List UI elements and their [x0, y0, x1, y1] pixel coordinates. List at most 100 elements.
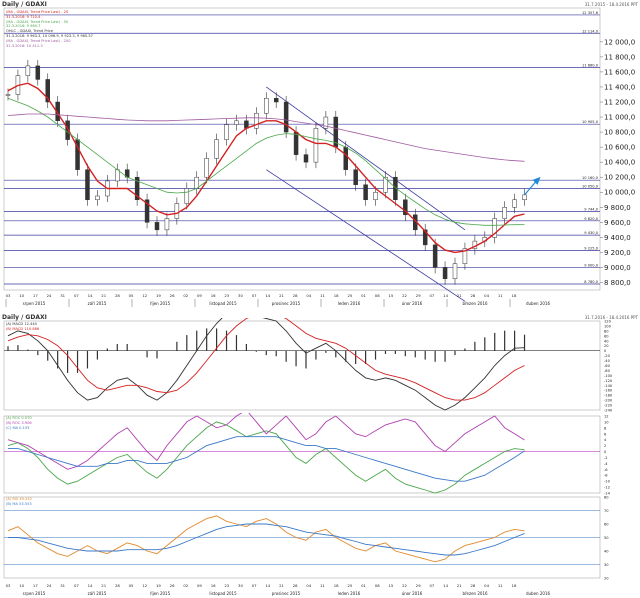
- month-label: září 2015: [88, 591, 107, 596]
- series-line: [7, 421, 525, 494]
- month-label: březen 2016: [462, 591, 488, 596]
- y-tick-label: 0: [604, 349, 607, 353]
- y-tick-label: -12: [604, 486, 610, 490]
- candle-body: [353, 169, 358, 185]
- legend-entry: 31.3.2016: 9 963.3, 10 096.9, 9 923.3, 9…: [6, 33, 93, 38]
- candle-body: [234, 120, 239, 125]
- y-tick-label: -14: [604, 492, 611, 496]
- candle-body: [194, 176, 199, 189]
- price-chart[interactable]: 12 357,6 12 114,0 11 660,0 10 905,0 10 160,0…: [0, 0, 640, 310]
- candle-body: [373, 191, 378, 201]
- month-label: únor 2016: [402, 591, 423, 596]
- month-label: leden 2016: [338, 591, 361, 596]
- series-line: [7, 413, 525, 470]
- x-tick-label: 07: [252, 293, 257, 298]
- month-label: listopad 2015: [209, 301, 237, 306]
- y-tick-label: 11 200,0: [604, 99, 635, 107]
- candle-body: [323, 116, 329, 129]
- y-tick-label: 60: [604, 523, 609, 527]
- level-label: 12 114,0: [582, 29, 599, 33]
- x-tick-label: 14: [88, 293, 93, 298]
- y-tick-label: 40: [604, 339, 609, 343]
- candle-body: [224, 124, 229, 140]
- bottom-x-axis: 03 10 17 24 31 07 14 21 28 05 12 19 26 02 09 16 23 30 07 14…: [6, 583, 551, 596]
- candle-body: [283, 101, 289, 133]
- y-tick-label: 6: [604, 432, 607, 436]
- x-tick-label: 08: [375, 293, 380, 298]
- level-label: 9 744,0: [584, 207, 598, 211]
- x-tick-label: 28: [471, 583, 476, 588]
- rsi-chart[interactable]: 80 70 60 50 40 30 20: [0, 494, 640, 584]
- y-tick-label: -6: [604, 468, 608, 472]
- x-tick-label: 28: [115, 583, 120, 588]
- legend-entry: (MA - GDAXI, Trend Price Last) - 200: [6, 38, 71, 43]
- candle-body: [522, 194, 527, 201]
- x-tick-label: 14: [443, 293, 448, 298]
- y-tick-label: -220: [604, 404, 613, 408]
- macd-chart[interactable]: 120100806040200-20-40-60-80-100-120-140-…: [0, 318, 640, 413]
- y-tick-label: -60: [604, 364, 611, 368]
- x-tick-label: 26: [170, 293, 175, 298]
- candle-body: [264, 97, 269, 114]
- month-label: říjen 2015: [150, 301, 171, 306]
- candle-body: [462, 248, 468, 264]
- legend-entry: (A) ROC 0.570: [6, 416, 32, 420]
- x-tick-label: 18: [334, 293, 339, 298]
- x-tick-label: 02: [183, 293, 188, 298]
- candle-body: [184, 188, 190, 204]
- candle-body: [512, 199, 517, 208]
- legend-entry: (MA - GDAXI, Trend Price Last) - 20: [6, 10, 69, 14]
- x-tick-label: 24: [47, 583, 52, 588]
- series-line: [7, 113, 525, 162]
- y-tick-label: 10 800,0: [604, 129, 635, 137]
- x-tick-label: 19: [156, 293, 161, 298]
- x-tick-label: 21: [101, 583, 106, 588]
- level-label: 10 905,0: [582, 120, 599, 124]
- x-tick-label: 26: [170, 583, 175, 588]
- x-tick-label: 03: [6, 583, 11, 588]
- y-tick-label: -200: [604, 399, 613, 403]
- candle-body: [383, 176, 388, 193]
- x-tick-label: 05: [129, 293, 134, 298]
- candle-body: [214, 139, 219, 159]
- x-tick-label: 29: [416, 293, 421, 298]
- x-tick-label: 04: [484, 293, 489, 298]
- x-tick-label: 12: [142, 583, 147, 588]
- x-tick-label: 23: [224, 293, 229, 298]
- y-tick-label: 80: [604, 496, 609, 500]
- x-tick-label: 18: [334, 583, 339, 588]
- x-tick-label: 07: [252, 583, 257, 588]
- x-tick-label: 08: [375, 583, 380, 588]
- y-tick-label: 12: [604, 415, 609, 419]
- y-tick-label: 8: [604, 426, 607, 430]
- x-tick-label: 07: [74, 293, 79, 298]
- x-tick-label: 30: [238, 583, 243, 588]
- x-tick-label: 31: [60, 583, 65, 588]
- y-tick-label: 8 800,0: [604, 279, 631, 287]
- legend-entry: (MA - GDAXI, Trend Price Last) - 50: [6, 19, 69, 24]
- x-tick-label: 21: [279, 583, 284, 588]
- level-label: 12 357,6: [582, 11, 599, 15]
- y-tick-label: 20: [604, 344, 609, 348]
- y-tick-label: 70: [604, 509, 609, 513]
- x-tick-label: 02: [183, 583, 188, 588]
- y-tick-label: -100: [604, 374, 613, 378]
- x-tick-label: 28: [471, 293, 476, 298]
- x-tick-label: 04: [306, 583, 311, 588]
- y-tick-label: 4: [604, 438, 607, 442]
- legend-entry: (A) MACD 12.440: [6, 322, 37, 326]
- month-label: srpen 2015: [23, 301, 46, 306]
- forecast-arrow: [524, 180, 537, 196]
- x-tick-label: 18: [512, 583, 517, 588]
- legend-entry: (C) MA 0.193: [6, 425, 30, 430]
- x-tick-label: 14: [443, 583, 448, 588]
- series-line: [7, 97, 525, 226]
- legend-entry: 31.3.2016: 10 411.3: [6, 43, 43, 48]
- y-tick-label: 120: [604, 320, 612, 324]
- legend-entry: 31.3.2016: 9 710.4: [6, 14, 41, 19]
- y-tick-label: -8: [604, 474, 608, 478]
- x-tick-label: 23: [224, 583, 229, 588]
- candle-body: [164, 218, 170, 231]
- level-label: 9 430,0: [584, 231, 598, 235]
